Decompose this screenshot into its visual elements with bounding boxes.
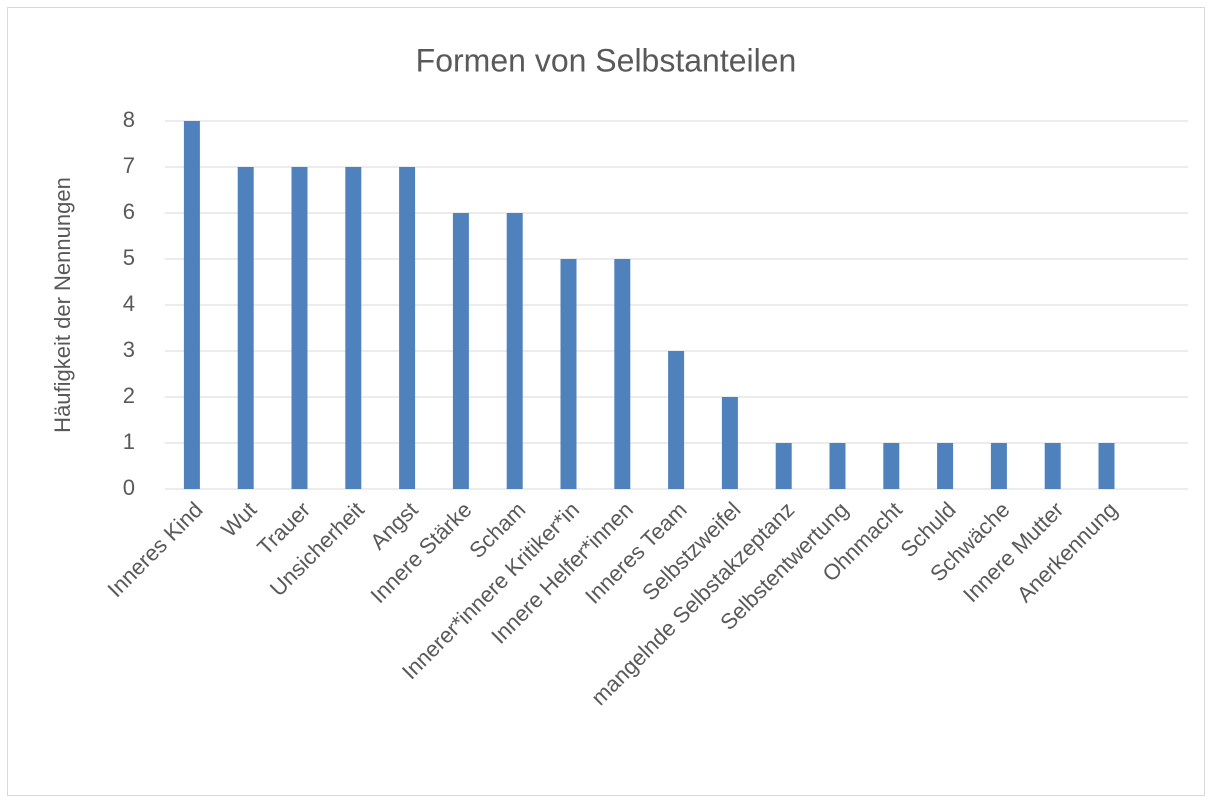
y-tick-label: 6 xyxy=(123,199,135,224)
bar xyxy=(883,443,900,489)
y-tick-label: 3 xyxy=(123,337,135,362)
y-tick-label: 5 xyxy=(123,245,135,270)
bar xyxy=(721,397,738,489)
bar xyxy=(829,443,846,489)
y-tick-label: 1 xyxy=(123,429,135,454)
y-tick-label: 7 xyxy=(123,153,135,178)
bar xyxy=(668,351,685,489)
bar xyxy=(345,167,362,489)
bar xyxy=(614,259,631,489)
y-tick-label: 8 xyxy=(123,107,135,132)
bar xyxy=(1098,443,1115,489)
bar xyxy=(990,443,1007,489)
bar xyxy=(506,213,523,489)
y-axis-label: Häufigkeit der Nennungen xyxy=(50,177,75,433)
bar xyxy=(237,167,254,489)
chart-frame xyxy=(7,7,1205,796)
bar xyxy=(291,167,308,489)
bar xyxy=(452,213,469,489)
bar xyxy=(399,167,416,489)
bar xyxy=(775,443,792,489)
bar xyxy=(560,259,577,489)
y-tick-label: 4 xyxy=(123,291,135,316)
y-tick-label: 0 xyxy=(123,475,135,500)
bar xyxy=(1044,443,1061,489)
bar xyxy=(937,443,954,489)
y-tick-label: 2 xyxy=(123,383,135,408)
bar xyxy=(183,121,200,489)
chart-title: Formen von Selbstanteilen xyxy=(416,42,797,78)
